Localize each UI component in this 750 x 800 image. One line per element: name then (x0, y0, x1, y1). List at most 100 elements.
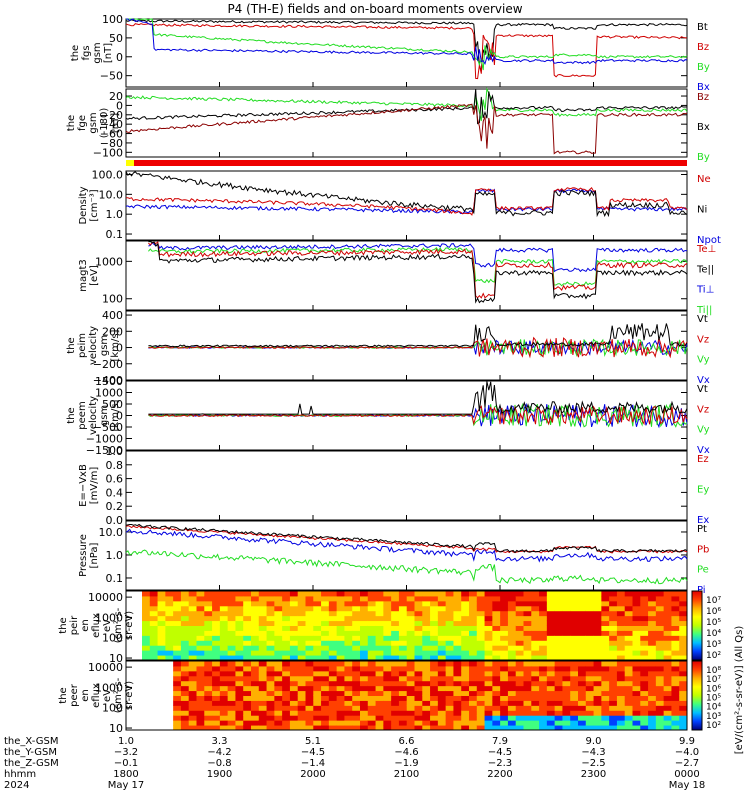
spectro-cell (671, 665, 680, 672)
spectro-cell (360, 720, 369, 726)
spectro-cell (313, 725, 322, 731)
spectro-cell (593, 705, 602, 711)
ylabel-line: E=−VxB (78, 464, 89, 507)
spectro-cell (640, 705, 649, 711)
spectro-cell (663, 680, 672, 687)
series-e_vz (148, 405, 688, 426)
spectro-cell (648, 600, 657, 607)
spectro-cell (305, 600, 314, 607)
spectro-cell (624, 620, 633, 626)
spectro-cell (305, 675, 314, 682)
spectro-cell (375, 615, 384, 622)
spectro-cell (453, 650, 462, 656)
spectro-cell (437, 655, 447, 661)
spectro-cell (484, 690, 493, 696)
spectro-cell (578, 595, 587, 602)
spectro-cell (212, 655, 221, 661)
spectro-cell (640, 670, 649, 677)
spectro-cell (422, 675, 431, 682)
spectro-cell (258, 690, 268, 696)
spectro-cell (305, 680, 314, 687)
spectro-cell (601, 635, 610, 641)
ylabel-line: peim (77, 333, 88, 358)
spectro-cell (180, 700, 190, 706)
spectro-cell (321, 640, 330, 646)
spectro-cell (313, 645, 322, 651)
spectro-cell (204, 675, 213, 682)
y-tick-label: −100 (93, 146, 123, 159)
spectro-cell (391, 665, 400, 672)
spectro-cell (321, 720, 330, 726)
spectro-cell (266, 665, 275, 672)
spectro-cell (507, 705, 517, 711)
spectro-cell (437, 610, 447, 617)
spectro-cell (585, 605, 595, 612)
spectro-cell (593, 600, 602, 607)
y-tick-label: 0.0 (106, 514, 124, 527)
panel-frame (125, 520, 688, 591)
spectro-cell (266, 725, 275, 731)
spectro-cell (375, 635, 384, 641)
spectro-cell (562, 645, 571, 651)
spectro-cell (609, 661, 618, 667)
spectro-cell (507, 615, 517, 622)
spectro-cell (562, 610, 571, 617)
spectro-cell (289, 690, 299, 696)
spectro-cell (445, 700, 454, 706)
spectro-cell (352, 690, 361, 696)
spectro-cell (196, 720, 205, 726)
spectro-cell (531, 600, 540, 607)
spectro-cell (663, 710, 672, 716)
spectro-cell (251, 670, 260, 677)
x-row-label: hhmm (4, 769, 36, 780)
spectro-cell (546, 665, 556, 672)
spectro-cell (360, 600, 369, 607)
spectro-cell (461, 700, 470, 706)
spectro-cell (500, 720, 509, 726)
spectro-cell (469, 615, 478, 622)
spectro-cell (235, 595, 244, 602)
spectro-cell (578, 645, 587, 651)
spectro-cell (258, 595, 268, 602)
spectro-cell (624, 645, 633, 651)
spectro-cell (469, 595, 478, 602)
spectro-cell (367, 690, 377, 696)
spectro-cell (632, 705, 641, 711)
spectro-cell (500, 655, 509, 661)
spectro-cell (640, 690, 649, 696)
spectro-cell (344, 625, 353, 631)
ylabel-line: the (70, 45, 81, 61)
spectro-cell (578, 720, 587, 726)
spectro-cell (336, 715, 345, 721)
spectro-cell (321, 725, 330, 731)
spectro-cell (570, 591, 579, 597)
spectro-cell (492, 675, 501, 682)
spectro-cell (180, 630, 190, 636)
spectro-cell (616, 640, 626, 646)
spectro-cell (336, 645, 345, 651)
spectro-cell (352, 705, 361, 711)
spectro-cell (212, 591, 221, 597)
spectro-cell (235, 630, 244, 636)
spectro-cell (328, 615, 338, 622)
spectro-cell (546, 661, 556, 667)
spectro-cell (204, 685, 213, 692)
spectro-cell (142, 640, 151, 646)
spectro-cell (212, 685, 221, 692)
spectro-cell (469, 695, 478, 701)
spectro-cell (624, 680, 633, 687)
spectro-cell (391, 635, 400, 641)
spectro-cell (398, 620, 408, 626)
spectro-cell (375, 690, 384, 696)
spectro-cell (173, 600, 182, 607)
panel-peem_velocity: the peem velocity gsm [km/s]150010005000−500… (66, 375, 710, 457)
spectro-cell (585, 705, 595, 711)
spectro-cell (445, 625, 454, 631)
spectro-cell (142, 620, 151, 626)
spectro-cell (476, 725, 486, 731)
spectro-cell (616, 595, 626, 602)
spectro-cell (585, 635, 595, 641)
y-tick-label: −80 (100, 137, 123, 150)
spectro-cell (430, 720, 439, 726)
spectro-cell (305, 705, 314, 711)
